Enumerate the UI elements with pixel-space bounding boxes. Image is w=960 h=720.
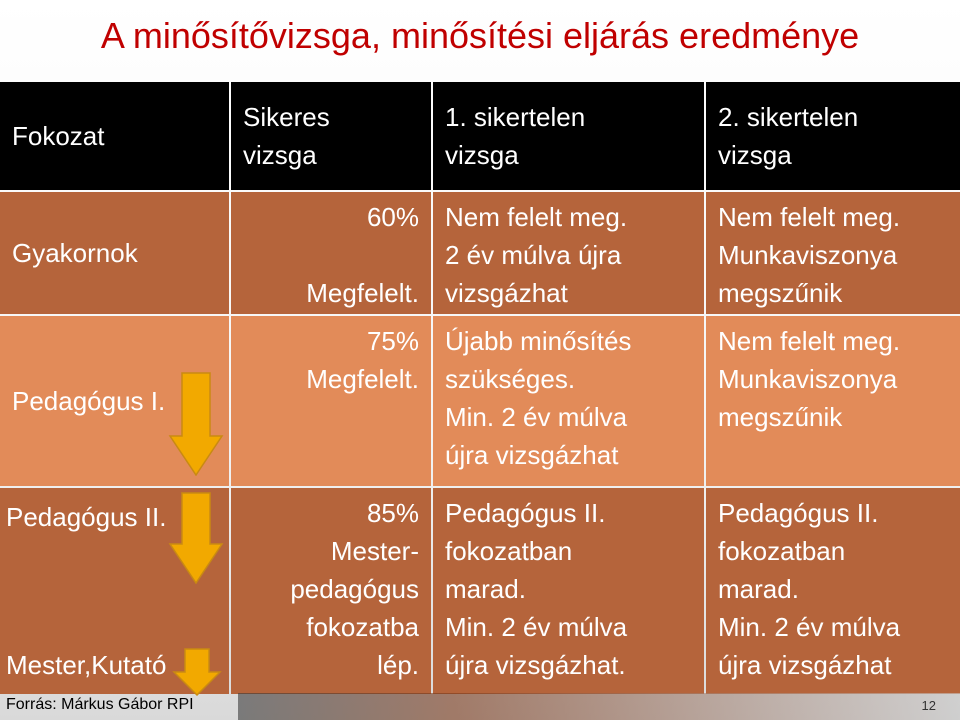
fail2-cell-line: újra vizsgázhat [718,650,892,680]
down-arrow-icon [172,648,222,696]
header-sikeres: Sikeres vizsga [231,82,431,190]
slide-title: A minősítővizsga, minősítési eljárás ere… [100,15,860,56]
fail2-cell: Pedagógus II. fokozatban marad. Min. 2 év m… [706,488,960,694]
success-cell-line: 75% [366,326,419,356]
fail2-cell-line: Nem felelt meg. [718,202,901,232]
fail1-cell-line: Nem felelt meg. [445,202,628,232]
down-arrow-icon [168,372,224,476]
header-fokozat: Fokozat [0,82,229,190]
fail1-cell-line: Min. 2 év múlva [445,612,628,642]
success-cell-line: pedagógus [290,574,419,604]
grade-cell-line: Mester,Kutató [6,650,167,680]
header-sikeres-line: Sikeres [243,102,330,132]
fail2-cell-line: Nem felelt meg. [718,326,901,356]
success-cell-line: Megfelelt. [306,278,419,308]
header-sikertelen-2: 2. sikertelen vizsga [706,82,960,190]
fail2-cell-line: Munkaviszonya [718,364,898,394]
header-fokozat-line: Fokozat [12,121,105,151]
fail1-cell: Pedagógus II. fokozatban marad. Min. 2 év m… [433,488,704,694]
footer-bar [238,693,960,720]
fail1-cell-line: Pedagógus II. [445,498,606,528]
success-cell-line: 60% [366,202,419,232]
success-cell: 75% Megfelelt. [231,316,431,486]
fail1-cell-line: szükséges. [445,364,576,394]
fail2-cell: Nem felelt meg. Munkaviszonya megszűnik [706,316,960,486]
fail2-cell-line: megszűnik [718,278,843,308]
header-sikertelen-1: 1. sikertelen vizsga [433,82,704,190]
fail1-cell: Nem felelt meg. 2 év múlva újra vizsgázhat [433,192,704,314]
fail1-cell-line: Min. 2 év múlva [445,402,628,432]
page-number: 12 [921,698,936,713]
header-sikeres-line: vizsga [243,140,317,170]
fail1-cell-line: fokozatban [445,536,573,566]
success-cell-line: fokozatba [306,612,419,642]
success-cell-line: Mester- [330,536,419,566]
fail1-cell-line: vizsgázhat [445,278,568,308]
header-sikertelen-1-line: 1. sikertelen [445,102,586,132]
source-note: Forrás: Márkus Gábor RPI [6,696,194,713]
header-sikertelen-2-line: 2. sikertelen [718,102,859,132]
success-cell: 85% Mester-pedagógus fokozatba lép. [231,488,431,694]
results-table: Fokozat Sikeres vizsga 1. sikertelen vizsga 2… [0,82,960,696]
grade-cell-line: Gyakornok [12,238,138,268]
fail2-cell-line: Min. 2 év múlva [718,612,901,642]
header-sikertelen-2-line: vizsga [718,140,792,170]
grade-cell-line: Pedagógus II. [6,502,167,532]
success-cell-line [412,236,419,274]
fail1-cell-line: újra vizsgázhat. [445,650,626,680]
fail1-cell-line: újra vizsgázhat [445,440,619,470]
fail2-cell-line: Munkaviszonya [718,240,898,270]
header-sikertelen-1-line: vizsga [445,140,519,170]
fail2-cell: Nem felelt meg. Munkaviszonya megszűnik [706,192,960,314]
grade-cell: Gyakornok [0,192,229,314]
fail2-cell-line: Pedagógus II. [718,498,879,528]
success-cell-line: 85% [366,498,419,528]
fail1-cell-line: 2 év múlva újra [445,240,622,270]
fail2-cell-line: megszűnik [718,402,843,432]
fail1-cell-line: marad. [445,574,526,604]
down-arrow-icon [168,492,224,584]
fail1-cell-line: Újabb minősítés [445,326,632,356]
success-cell: 60% Megfelelt. [231,192,431,314]
grade-cell-line: Pedagógus I. [12,386,166,416]
success-cell-line: Megfelelt. [306,364,419,394]
success-cell-line: lép. [377,650,419,680]
fail1-cell: Újabb minősítés szükséges. Min. 2 év múlva… [433,316,704,486]
fail2-cell-line: marad. [718,574,799,604]
fail2-cell-line: fokozatban [718,536,846,566]
